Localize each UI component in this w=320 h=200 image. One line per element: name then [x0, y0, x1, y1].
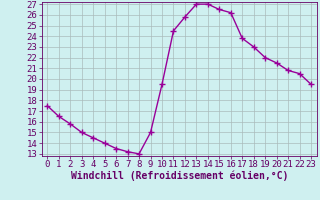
X-axis label: Windchill (Refroidissement éolien,°C): Windchill (Refroidissement éolien,°C): [70, 171, 288, 181]
